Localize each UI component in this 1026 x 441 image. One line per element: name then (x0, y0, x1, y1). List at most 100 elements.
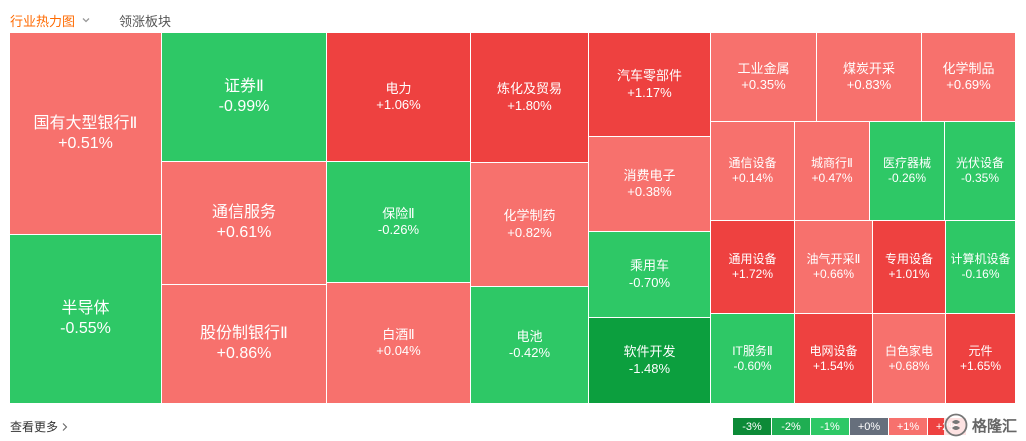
cell-change: +0.35% (741, 77, 786, 92)
cell-name: 煤炭开采 (842, 60, 895, 76)
cell-change: -0.26% (887, 171, 927, 185)
cell-change: +0.51% (58, 134, 113, 152)
treemap-cell[interactable]: 汽车零部件 +1.17% (589, 33, 711, 137)
treemap-cell[interactable]: 炼化及贸易 +1.80% (471, 33, 589, 163)
cell-change: +0.47% (811, 171, 853, 185)
treemap-cell[interactable]: 光伏设备 -0.35% (945, 122, 1016, 221)
cell-name: 光伏设备 (955, 156, 1004, 170)
cell-name: 软件开发 (623, 344, 676, 360)
cell-change: +0.69% (946, 77, 991, 92)
treemap-cell[interactable]: 通用设备 +1.72% (711, 221, 795, 314)
view-more-link[interactable]: 查看更多 (10, 418, 68, 435)
cell-change: -0.35% (960, 171, 1000, 185)
cell-change: -0.26% (377, 222, 420, 237)
treemap-cell[interactable]: 半导体 -0.55% (10, 235, 162, 404)
legend-label: -3% (742, 420, 762, 433)
legend-label: +1% (896, 420, 920, 433)
treemap-cell[interactable]: 电网设备 +1.54% (795, 314, 873, 404)
treemap-cell[interactable]: 软件开发 -1.48% (589, 318, 711, 404)
cell-name: 电池 (516, 328, 543, 344)
cell-change: -1.48% (628, 360, 671, 376)
treemap-cell[interactable]: 元件 +1.65% (946, 314, 1016, 404)
treemap-cell[interactable]: 医疗器械 -0.26% (870, 122, 945, 221)
cell-change: +0.66% (812, 267, 855, 281)
cell-name: 白色家电 (884, 343, 933, 358)
treemap-cell[interactable]: IT服务Ⅱ -0.60% (711, 314, 795, 404)
cell-name: 保险Ⅱ (382, 205, 415, 221)
cell-change: -0.99% (218, 98, 270, 115)
treemap-cell[interactable]: 白酒Ⅱ +0.04% (327, 283, 471, 404)
view-more-label: 查看更多 (10, 420, 59, 434)
legend-swatch: +1% (889, 418, 928, 435)
cell-change: +0.38% (627, 184, 672, 199)
cell-name: 油气开采Ⅱ (806, 252, 861, 266)
treemap-cell[interactable]: 证券Ⅱ -0.99% (162, 33, 327, 162)
legend-label: +0% (857, 420, 881, 433)
tab-leading-sectors[interactable]: 领涨板块 (119, 13, 172, 29)
treemap-cell[interactable]: 国有大型银行Ⅱ +0.51% (10, 33, 162, 235)
cell-change: -0.70% (628, 274, 671, 290)
cell-name: 国有大型银行Ⅱ (33, 114, 138, 132)
treemap-cell[interactable]: 化学制品 +0.69% (922, 33, 1016, 122)
cell-change: +1.17% (627, 84, 672, 100)
color-legend: -3% -2% -1% +0% +1% +2% (733, 418, 967, 435)
cell-change: +1.72% (731, 267, 774, 281)
treemap-cell[interactable]: 专用设备 +1.01% (873, 221, 946, 314)
legend-swatch: +0% (850, 418, 889, 435)
cell-name: 城商行Ⅱ (811, 156, 853, 170)
treemap-cell[interactable]: 通信设备 +0.14% (711, 122, 795, 221)
treemap-cell[interactable]: 乘用车 -0.70% (589, 232, 711, 318)
cell-name: 计算机设备 (950, 252, 1011, 266)
treemap-cell[interactable]: 通信服务 +0.61% (162, 162, 327, 285)
treemap-cell[interactable]: 油气开采Ⅱ +0.66% (795, 221, 873, 314)
industry-treemap: 国有大型银行Ⅱ +0.51% 半导体 -0.55% 证券Ⅱ -0.99% 通信服… (10, 33, 1016, 404)
legend-swatch: -1% (811, 418, 850, 435)
cell-name: 电网设备 (809, 343, 858, 358)
cell-name: 专用设备 (884, 252, 933, 266)
cell-name: 通信设备 (728, 156, 777, 170)
cell-name: 炼化及贸易 (496, 81, 562, 97)
gelonghui-logo-icon (944, 413, 968, 437)
cell-change: +1.06% (376, 97, 421, 112)
treemap-cell[interactable]: 电力 +1.06% (327, 33, 471, 162)
cell-name: 化学制品 (942, 60, 995, 76)
treemap-cell[interactable]: 电池 -0.42% (471, 287, 589, 404)
legend-swatch: -2% (772, 418, 811, 435)
watermark: 格隆汇 (944, 411, 1024, 439)
treemap-cell[interactable]: 化学制药 +0.82% (471, 163, 589, 287)
treemap-cell[interactable]: 白色家电 +0.68% (873, 314, 946, 404)
cell-name: 半导体 (61, 300, 110, 317)
cell-change: -0.55% (60, 320, 111, 337)
cell-name: 乘用车 (629, 258, 669, 274)
cell-change: +0.82% (507, 224, 552, 240)
cell-change: +1.54% (812, 358, 855, 373)
cell-change: +1.01% (888, 267, 930, 281)
legend-label: -1% (820, 420, 840, 433)
cell-name: 工业金属 (737, 60, 790, 76)
cell-name: 医疗器械 (882, 156, 931, 170)
treemap-cell[interactable]: 消费电子 +0.38% (589, 137, 711, 232)
watermark-text: 格隆汇 (972, 417, 1018, 435)
treemap-cell[interactable]: 保险Ⅱ -0.26% (327, 162, 471, 283)
cell-name: 证券Ⅱ (224, 78, 264, 95)
tab-industry-heatmap[interactable]: 行业热力图 (10, 11, 91, 30)
cell-change: -0.16% (961, 267, 1000, 281)
tab-industry-heatmap-label: 行业热力图 (10, 13, 76, 29)
cell-change: +0.68% (888, 358, 930, 373)
cell-name: 股份制银行Ⅱ (200, 325, 288, 342)
cell-name: 元件 (968, 343, 993, 358)
cell-change: +1.65% (959, 358, 1002, 373)
cell-name: 白酒Ⅱ (382, 326, 415, 342)
cell-change: +0.86% (216, 345, 272, 362)
treemap-cell[interactable]: 煤炭开采 +0.83% (817, 33, 922, 122)
cell-change: +0.83% (846, 77, 892, 92)
cell-name: 消费电子 (623, 167, 676, 183)
legend-label: -2% (781, 420, 801, 433)
treemap-cell[interactable]: 城商行Ⅱ +0.47% (795, 122, 870, 221)
cell-change: -0.60% (733, 358, 772, 373)
cell-name: IT服务Ⅱ (732, 343, 773, 358)
treemap-cell[interactable]: 计算机设备 -0.16% (946, 221, 1016, 314)
cell-change: +0.04% (376, 343, 421, 358)
treemap-cell[interactable]: 股份制银行Ⅱ +0.86% (162, 285, 327, 404)
treemap-cell[interactable]: 工业金属 +0.35% (711, 33, 817, 122)
